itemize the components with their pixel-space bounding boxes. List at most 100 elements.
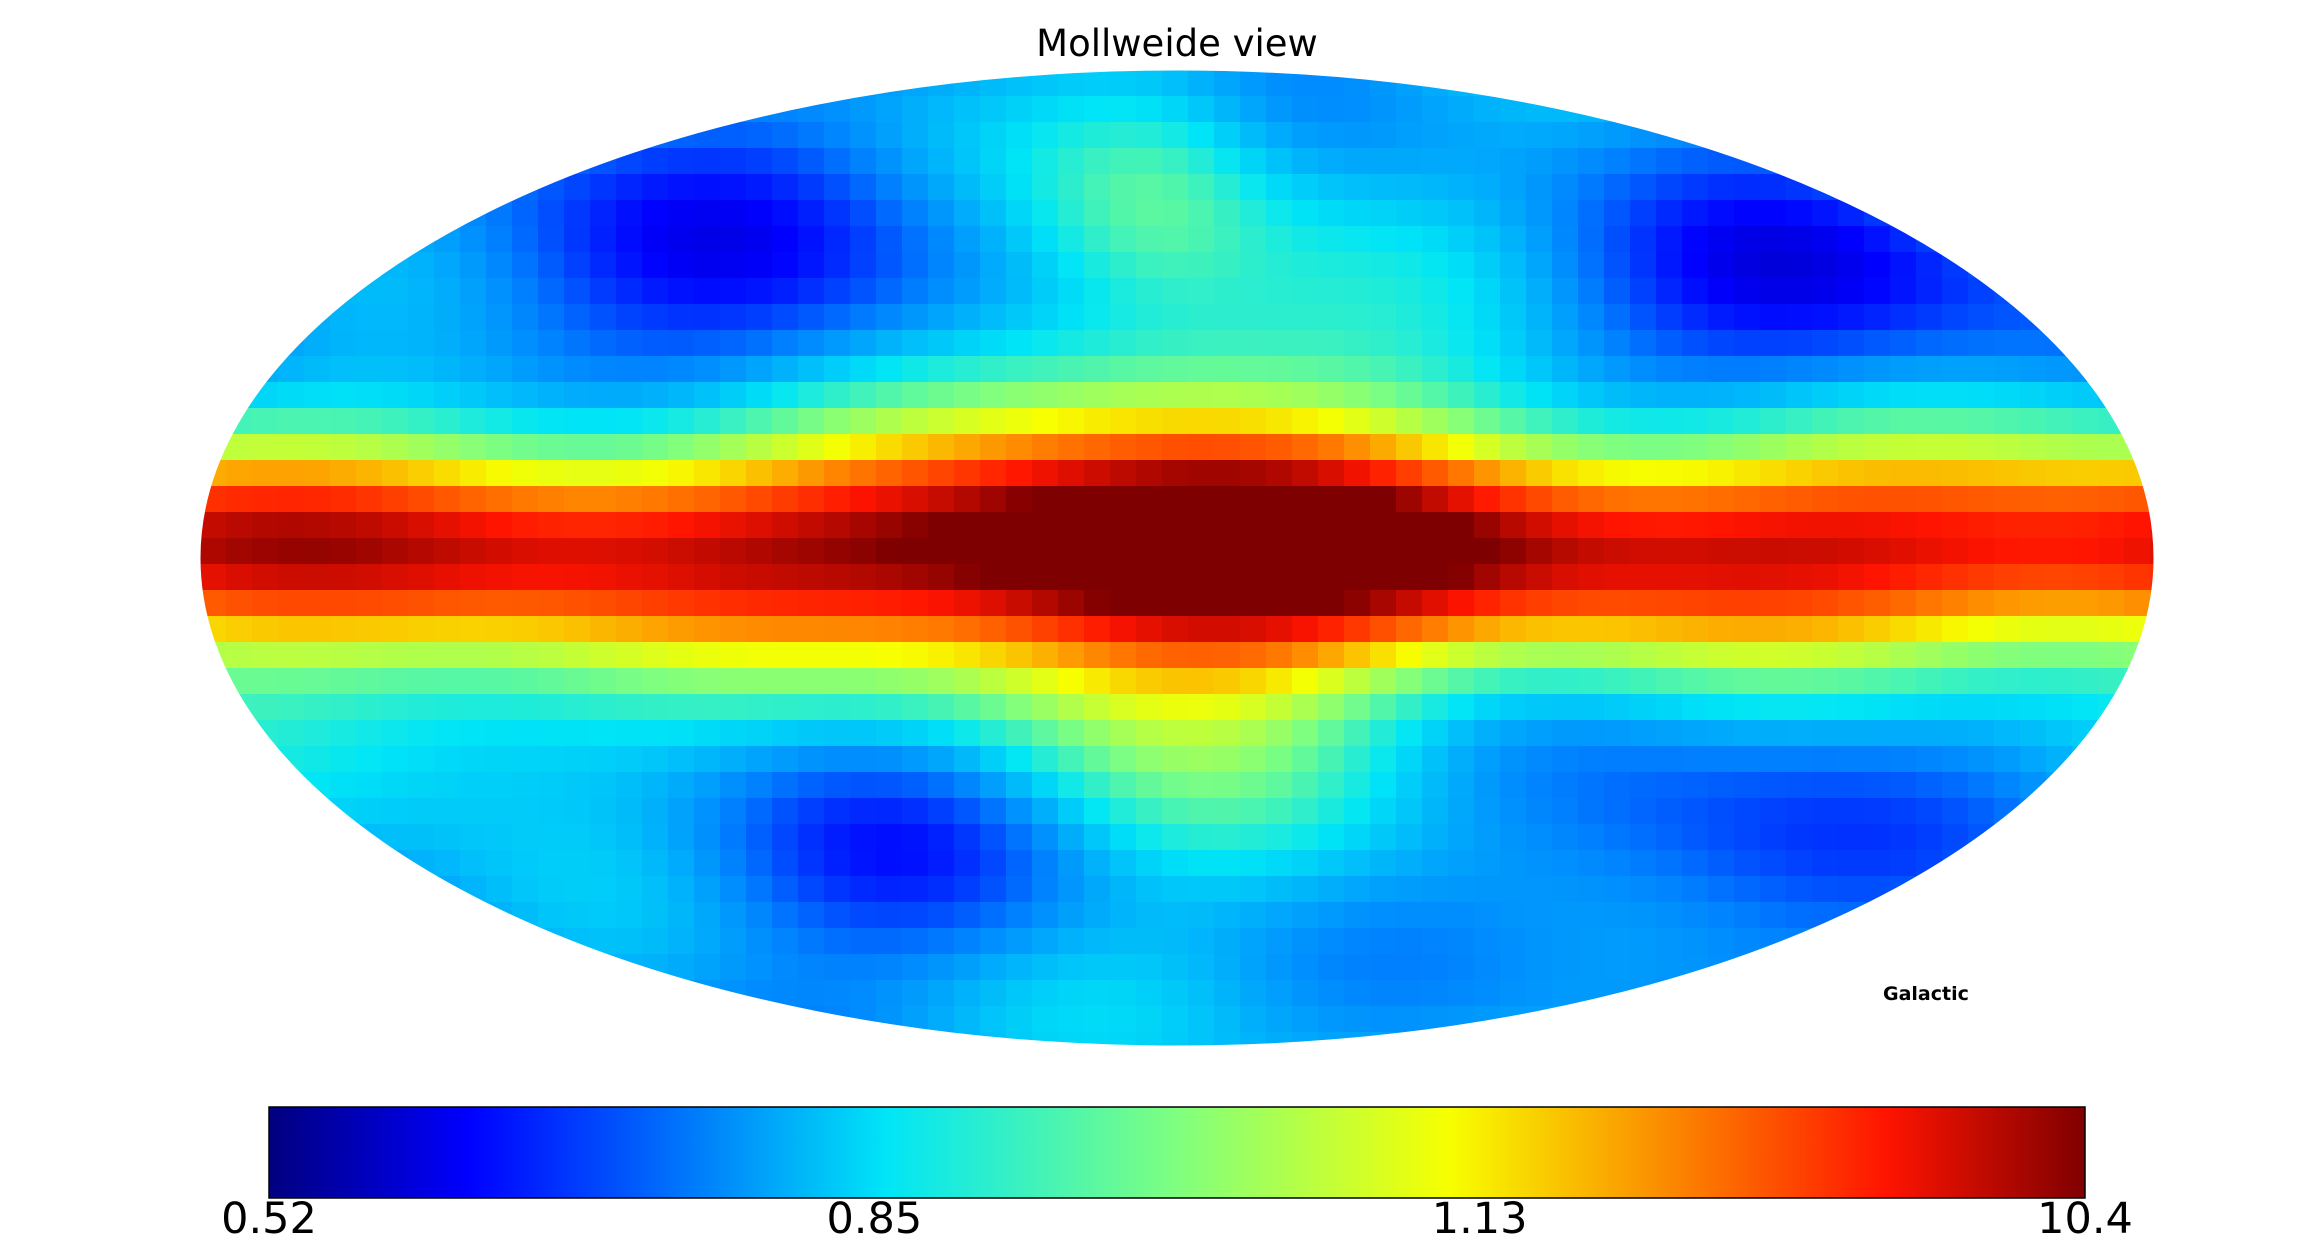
map-pixel — [876, 850, 903, 877]
map-pixel — [2150, 642, 2154, 669]
map-pixel — [1682, 590, 1709, 617]
map-pixel — [1318, 486, 1345, 513]
map-pixel — [1682, 642, 1709, 669]
map-pixel — [1656, 772, 1683, 799]
map-pixel — [538, 434, 565, 461]
map-pixel — [1500, 226, 1527, 253]
map-pixel — [1266, 694, 1293, 721]
map-pixel — [1864, 668, 1891, 695]
map-pixel — [1214, 486, 1241, 513]
map-pixel — [1500, 902, 1527, 929]
map-pixel — [902, 668, 929, 695]
map-pixel — [850, 70, 877, 97]
map-pixel — [1058, 96, 1085, 123]
map-pixel — [538, 928, 565, 955]
map-pixel — [1370, 70, 1397, 97]
map-pixel — [1344, 382, 1371, 409]
map-pixel — [1708, 122, 1735, 149]
map-pixel — [1838, 590, 1865, 617]
map-pixel — [1188, 720, 1215, 747]
map-pixel — [382, 694, 409, 721]
map-pixel — [1916, 408, 1943, 435]
map-pixel — [1890, 382, 1917, 409]
map-pixel — [304, 590, 331, 617]
map-pixel — [1864, 590, 1891, 617]
map-pixel — [642, 252, 669, 279]
map-pixel — [1786, 512, 1813, 539]
map-pixel — [1266, 928, 1293, 955]
map-pixel — [1396, 668, 1423, 695]
map-pixel — [1448, 876, 1475, 903]
map-pixel — [538, 382, 565, 409]
map-pixel — [902, 928, 929, 955]
map-pixel — [902, 460, 929, 487]
map-pixel — [408, 720, 435, 747]
map-pixel — [538, 798, 565, 825]
map-pixel — [486, 460, 513, 487]
map-pixel — [668, 486, 695, 513]
map-pixel — [1890, 668, 1917, 695]
map-pixel — [1344, 278, 1371, 305]
map-pixel — [772, 928, 799, 955]
map-pixel — [980, 642, 1007, 669]
map-pixel — [1266, 226, 1293, 253]
map-pixel — [1994, 668, 2021, 695]
map-pixel — [200, 564, 227, 591]
map-pixel — [694, 174, 721, 201]
map-pixel — [720, 538, 747, 565]
map-pixel — [1344, 96, 1371, 123]
map-pixel — [772, 1006, 799, 1033]
map-pixel — [1084, 1006, 1111, 1033]
map-pixel — [304, 564, 331, 591]
map-pixel — [1266, 122, 1293, 149]
map-pixel — [434, 434, 461, 461]
map-pixel — [980, 252, 1007, 279]
map-pixel — [824, 616, 851, 643]
map-pixel — [1786, 538, 1813, 565]
map-pixel — [1136, 1032, 1163, 1046]
map-pixel — [694, 954, 721, 981]
map-pixel — [2150, 590, 2154, 617]
map-pixel — [1214, 408, 1241, 435]
map-pixel — [902, 356, 929, 383]
map-pixel — [1760, 356, 1787, 383]
map-pixel — [694, 798, 721, 825]
map-pixel — [798, 122, 825, 149]
map-pixel — [876, 174, 903, 201]
map-pixel — [1500, 850, 1527, 877]
map-pixel — [304, 668, 331, 695]
map-pixel — [1786, 200, 1813, 227]
map-pixel — [1682, 200, 1709, 227]
map-pixel — [2098, 694, 2125, 721]
map-pixel — [226, 616, 253, 643]
map-pixel — [1968, 434, 1995, 461]
map-pixel — [1344, 824, 1371, 851]
map-pixel — [252, 330, 279, 357]
map-pixel — [1344, 486, 1371, 513]
map-pixel — [1240, 928, 1267, 955]
map-pixel — [1474, 772, 1501, 799]
map-pixel — [954, 928, 981, 955]
map-pixel — [1604, 798, 1631, 825]
map-pixel — [1136, 200, 1163, 227]
map-pixel — [954, 902, 981, 929]
map-pixel — [642, 460, 669, 487]
map-pixel — [278, 616, 305, 643]
map-pixel — [1578, 382, 1605, 409]
map-pixel — [1318, 96, 1345, 123]
map-pixel — [1110, 252, 1137, 279]
map-pixel — [824, 252, 851, 279]
map-pixel — [980, 200, 1007, 227]
map-pixel — [1526, 460, 1553, 487]
map-pixel — [1812, 876, 1839, 903]
map-pixel — [1370, 902, 1397, 929]
map-pixel — [1162, 148, 1189, 175]
map-pixel — [2072, 616, 2099, 643]
map-pixel — [668, 200, 695, 227]
map-pixel — [538, 850, 565, 877]
map-pixel — [2046, 616, 2073, 643]
map-pixel — [798, 980, 825, 1007]
map-pixel — [1890, 824, 1917, 851]
map-pixel — [668, 538, 695, 565]
map-pixel — [772, 616, 799, 643]
